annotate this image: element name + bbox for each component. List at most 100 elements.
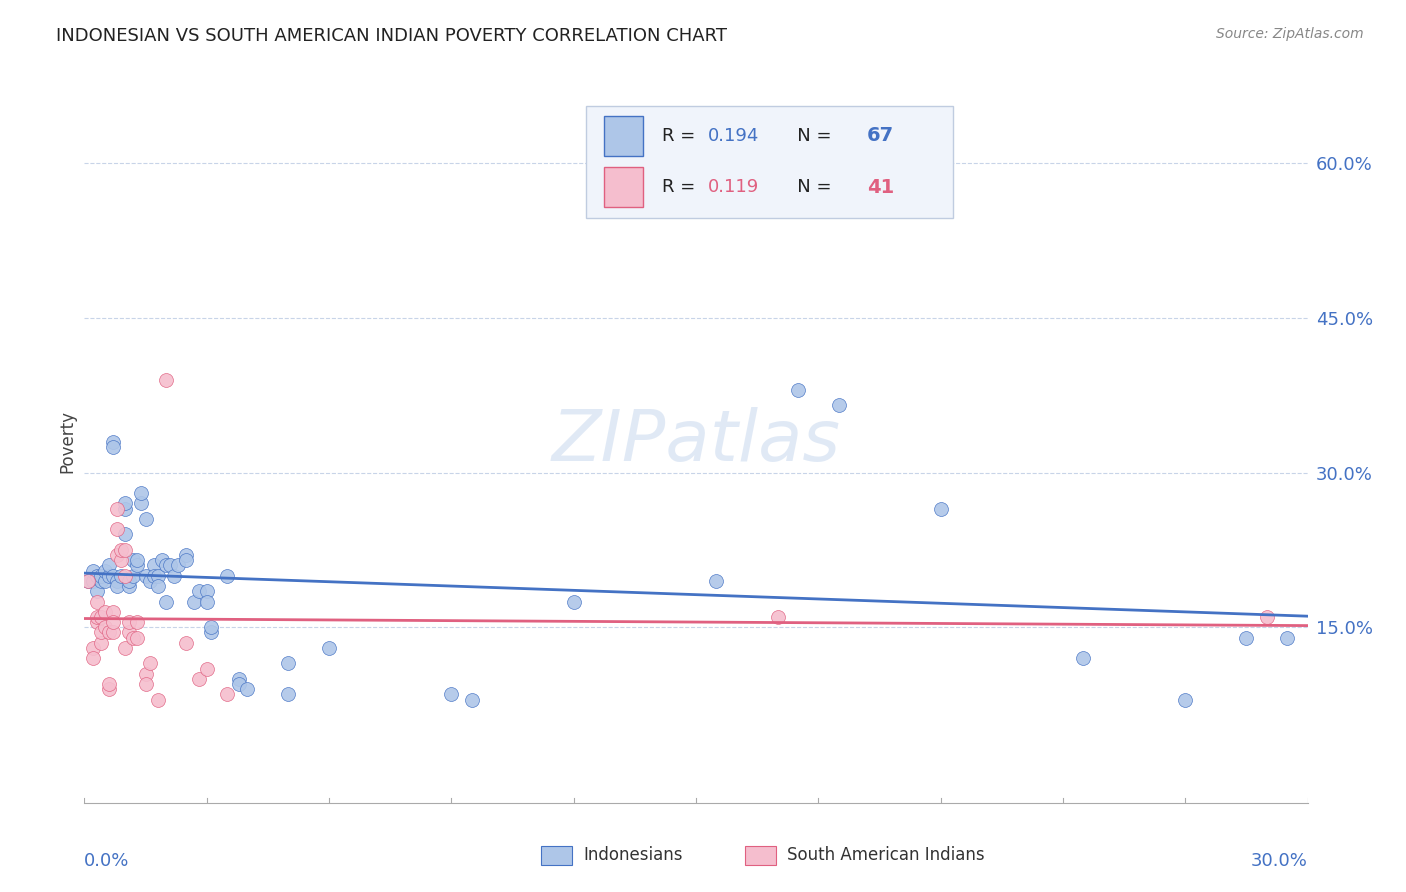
Point — [105, 501, 128, 516]
Point — [90, 574, 112, 588]
Point — [86, 610, 108, 624]
Point — [135, 568, 157, 582]
Point — [77, 574, 100, 588]
Point — [174, 636, 197, 650]
Point — [97, 568, 120, 582]
Point — [97, 625, 120, 640]
Point — [150, 553, 173, 567]
Point — [105, 522, 128, 536]
Text: N =: N = — [780, 127, 838, 145]
Point — [142, 558, 165, 573]
Point — [138, 657, 160, 671]
Point — [440, 687, 463, 701]
Point — [200, 625, 222, 640]
Point — [155, 558, 177, 573]
Point — [122, 568, 145, 582]
Point — [97, 558, 120, 573]
Point — [1256, 610, 1278, 624]
Text: 67: 67 — [868, 127, 894, 145]
Text: South American Indians: South American Indians — [787, 847, 986, 864]
Point — [1277, 631, 1299, 645]
Point — [195, 662, 218, 676]
Text: 41: 41 — [868, 178, 894, 197]
Point — [138, 574, 160, 588]
Point — [82, 640, 104, 655]
Point — [135, 512, 157, 526]
Point — [159, 558, 181, 573]
Point — [135, 677, 157, 691]
Point — [929, 501, 952, 516]
Point — [77, 574, 100, 588]
Point — [562, 594, 585, 608]
Text: N =: N = — [780, 178, 838, 196]
Point — [86, 584, 108, 599]
Point — [114, 527, 136, 541]
Text: 0.119: 0.119 — [709, 178, 759, 196]
Point — [142, 568, 165, 582]
Point — [163, 568, 186, 582]
Text: R =: R = — [662, 178, 700, 196]
Point — [90, 625, 112, 640]
Point — [82, 564, 104, 578]
Point — [97, 677, 120, 691]
Point — [101, 615, 124, 630]
Text: INDONESIAN VS SOUTH AMERICAN INDIAN POVERTY CORRELATION CHART: INDONESIAN VS SOUTH AMERICAN INDIAN POVE… — [56, 27, 727, 45]
Point — [461, 692, 484, 706]
Point — [110, 542, 132, 557]
Bar — [605, 116, 644, 156]
Point — [127, 553, 149, 567]
Bar — [541, 846, 572, 865]
Point — [101, 625, 124, 640]
Point — [114, 568, 136, 582]
Point — [101, 605, 124, 619]
Point — [828, 398, 851, 412]
Point — [228, 672, 250, 686]
Point — [195, 584, 218, 599]
Point — [200, 620, 222, 634]
Text: ZIPatlas: ZIPatlas — [551, 407, 841, 476]
Point — [105, 579, 128, 593]
Point — [101, 440, 124, 454]
Point — [86, 615, 108, 630]
Point — [155, 594, 177, 608]
Point — [118, 579, 141, 593]
Point — [118, 574, 141, 588]
Point — [122, 553, 145, 567]
Point — [766, 610, 789, 624]
Point — [105, 574, 128, 588]
Point — [86, 594, 108, 608]
Point — [217, 687, 239, 701]
Point — [277, 687, 299, 701]
Point — [787, 383, 810, 397]
Point — [82, 651, 104, 665]
Point — [97, 682, 120, 697]
Point — [174, 548, 197, 562]
Text: 0.0%: 0.0% — [84, 853, 129, 871]
Point — [187, 584, 209, 599]
Bar — [605, 168, 644, 207]
Point — [127, 615, 149, 630]
Point — [114, 542, 136, 557]
Point — [146, 568, 169, 582]
Point — [110, 568, 132, 582]
Point — [187, 672, 209, 686]
Point — [277, 657, 299, 671]
Point — [131, 486, 153, 500]
FancyBboxPatch shape — [586, 105, 953, 218]
Point — [101, 568, 124, 582]
Text: 30.0%: 30.0% — [1251, 853, 1308, 871]
Text: Indonesians: Indonesians — [583, 847, 683, 864]
Point — [114, 496, 136, 510]
Point — [90, 568, 112, 582]
Point — [174, 553, 197, 567]
Point — [82, 574, 104, 588]
Point — [93, 620, 115, 634]
Point — [1174, 692, 1197, 706]
Point — [195, 594, 218, 608]
Point — [93, 574, 115, 588]
Point — [114, 640, 136, 655]
Point — [93, 564, 115, 578]
Text: Source: ZipAtlas.com: Source: ZipAtlas.com — [1216, 27, 1364, 41]
Point — [86, 568, 108, 582]
Point — [110, 553, 132, 567]
